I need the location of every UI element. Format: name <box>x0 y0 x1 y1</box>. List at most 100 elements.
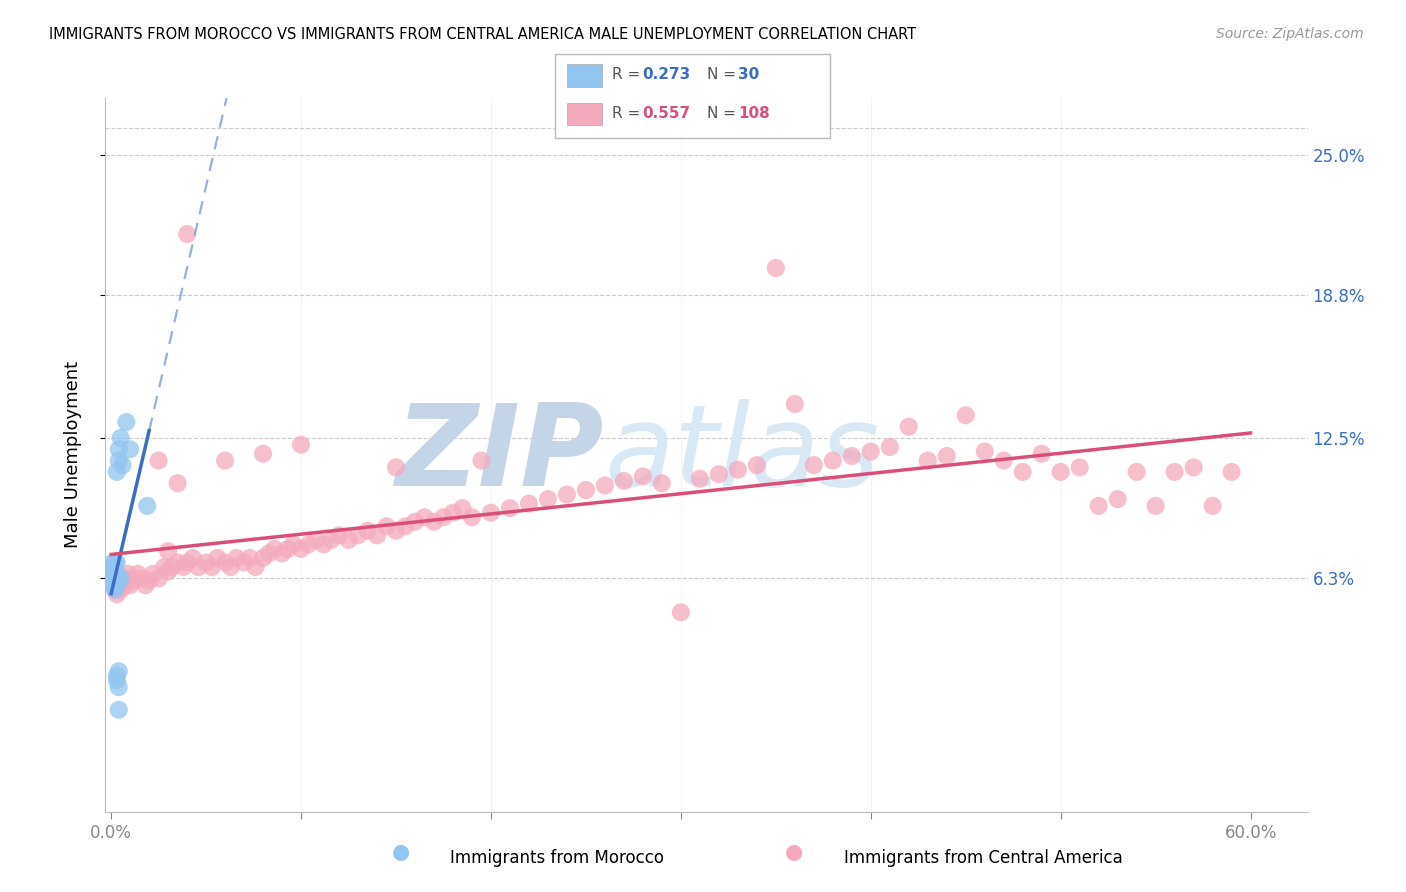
Point <box>107 574 129 588</box>
Point <box>136 499 159 513</box>
Point <box>1144 499 1167 513</box>
Point <box>394 519 416 533</box>
Point <box>105 673 128 688</box>
Point <box>111 458 134 472</box>
Point <box>727 463 749 477</box>
Point <box>166 476 188 491</box>
Point <box>356 524 378 538</box>
Point <box>413 510 436 524</box>
Y-axis label: Male Unemployment: Male Unemployment <box>63 361 82 549</box>
Point <box>593 478 616 492</box>
Point <box>783 397 806 411</box>
Point <box>110 582 132 597</box>
Text: 0.557: 0.557 <box>643 106 690 120</box>
Point <box>107 665 129 679</box>
Point <box>432 510 454 524</box>
Text: 108: 108 <box>738 106 770 120</box>
Point <box>104 566 127 581</box>
Point <box>461 510 484 524</box>
Point <box>841 449 863 463</box>
Point <box>207 551 229 566</box>
Point <box>451 501 474 516</box>
Text: atlas: atlas <box>605 400 880 510</box>
Text: ●: ● <box>392 842 409 862</box>
Point <box>1031 447 1053 461</box>
Point <box>669 606 692 620</box>
Point <box>101 566 124 581</box>
Point <box>115 571 138 585</box>
Point <box>707 467 730 482</box>
Point <box>105 574 128 588</box>
Point <box>479 506 502 520</box>
Point <box>337 533 360 547</box>
Point <box>148 571 170 585</box>
Point <box>917 453 939 467</box>
Point <box>110 571 132 585</box>
Point <box>347 528 370 542</box>
Point <box>470 453 492 467</box>
Point <box>1049 465 1071 479</box>
Point <box>423 515 446 529</box>
Point <box>225 551 247 566</box>
Point <box>257 546 280 560</box>
Text: Source: ZipAtlas.com: Source: ZipAtlas.com <box>1216 27 1364 41</box>
Point <box>955 409 977 423</box>
Point <box>127 566 149 581</box>
Point <box>107 442 129 457</box>
Point <box>111 574 134 588</box>
Point <box>290 438 312 452</box>
Point <box>321 533 343 547</box>
Point <box>1125 465 1147 479</box>
Point <box>101 574 124 588</box>
Point <box>245 560 267 574</box>
Point <box>239 551 262 566</box>
Point <box>105 587 128 601</box>
Point <box>214 453 236 467</box>
Point <box>104 571 127 585</box>
Point <box>233 556 256 570</box>
Point <box>104 556 127 570</box>
Point <box>131 571 153 585</box>
Point <box>219 560 242 574</box>
Point <box>157 544 180 558</box>
Point <box>105 556 128 570</box>
Point <box>101 556 124 570</box>
Point <box>404 515 426 529</box>
Text: Immigrants from Central America: Immigrants from Central America <box>844 849 1122 867</box>
Point <box>328 528 350 542</box>
Point <box>172 560 194 574</box>
Point <box>298 537 321 551</box>
Point <box>290 541 312 556</box>
Text: 0.273: 0.273 <box>643 68 690 82</box>
Point <box>1163 465 1185 479</box>
Point <box>114 578 136 592</box>
Point <box>105 669 128 683</box>
Point <box>689 472 711 486</box>
Point <box>1069 460 1091 475</box>
Point <box>115 415 138 429</box>
Point <box>499 501 522 516</box>
Point <box>104 560 127 574</box>
Point <box>1182 460 1205 475</box>
Point <box>214 556 236 570</box>
Point <box>120 578 142 592</box>
Point <box>148 453 170 467</box>
Point <box>385 524 408 538</box>
Point <box>252 447 274 461</box>
Point <box>859 444 882 458</box>
Point <box>120 442 142 457</box>
Point <box>107 453 129 467</box>
Point <box>1220 465 1243 479</box>
Text: R =: R = <box>612 106 640 120</box>
Point <box>101 578 124 592</box>
Point <box>517 497 540 511</box>
Point <box>631 469 654 483</box>
Point <box>138 574 160 588</box>
Point <box>195 556 218 570</box>
Point <box>283 537 305 551</box>
Point <box>101 560 124 574</box>
Point <box>1087 499 1109 513</box>
Point <box>105 578 128 592</box>
Point <box>160 560 183 574</box>
Point <box>613 474 636 488</box>
